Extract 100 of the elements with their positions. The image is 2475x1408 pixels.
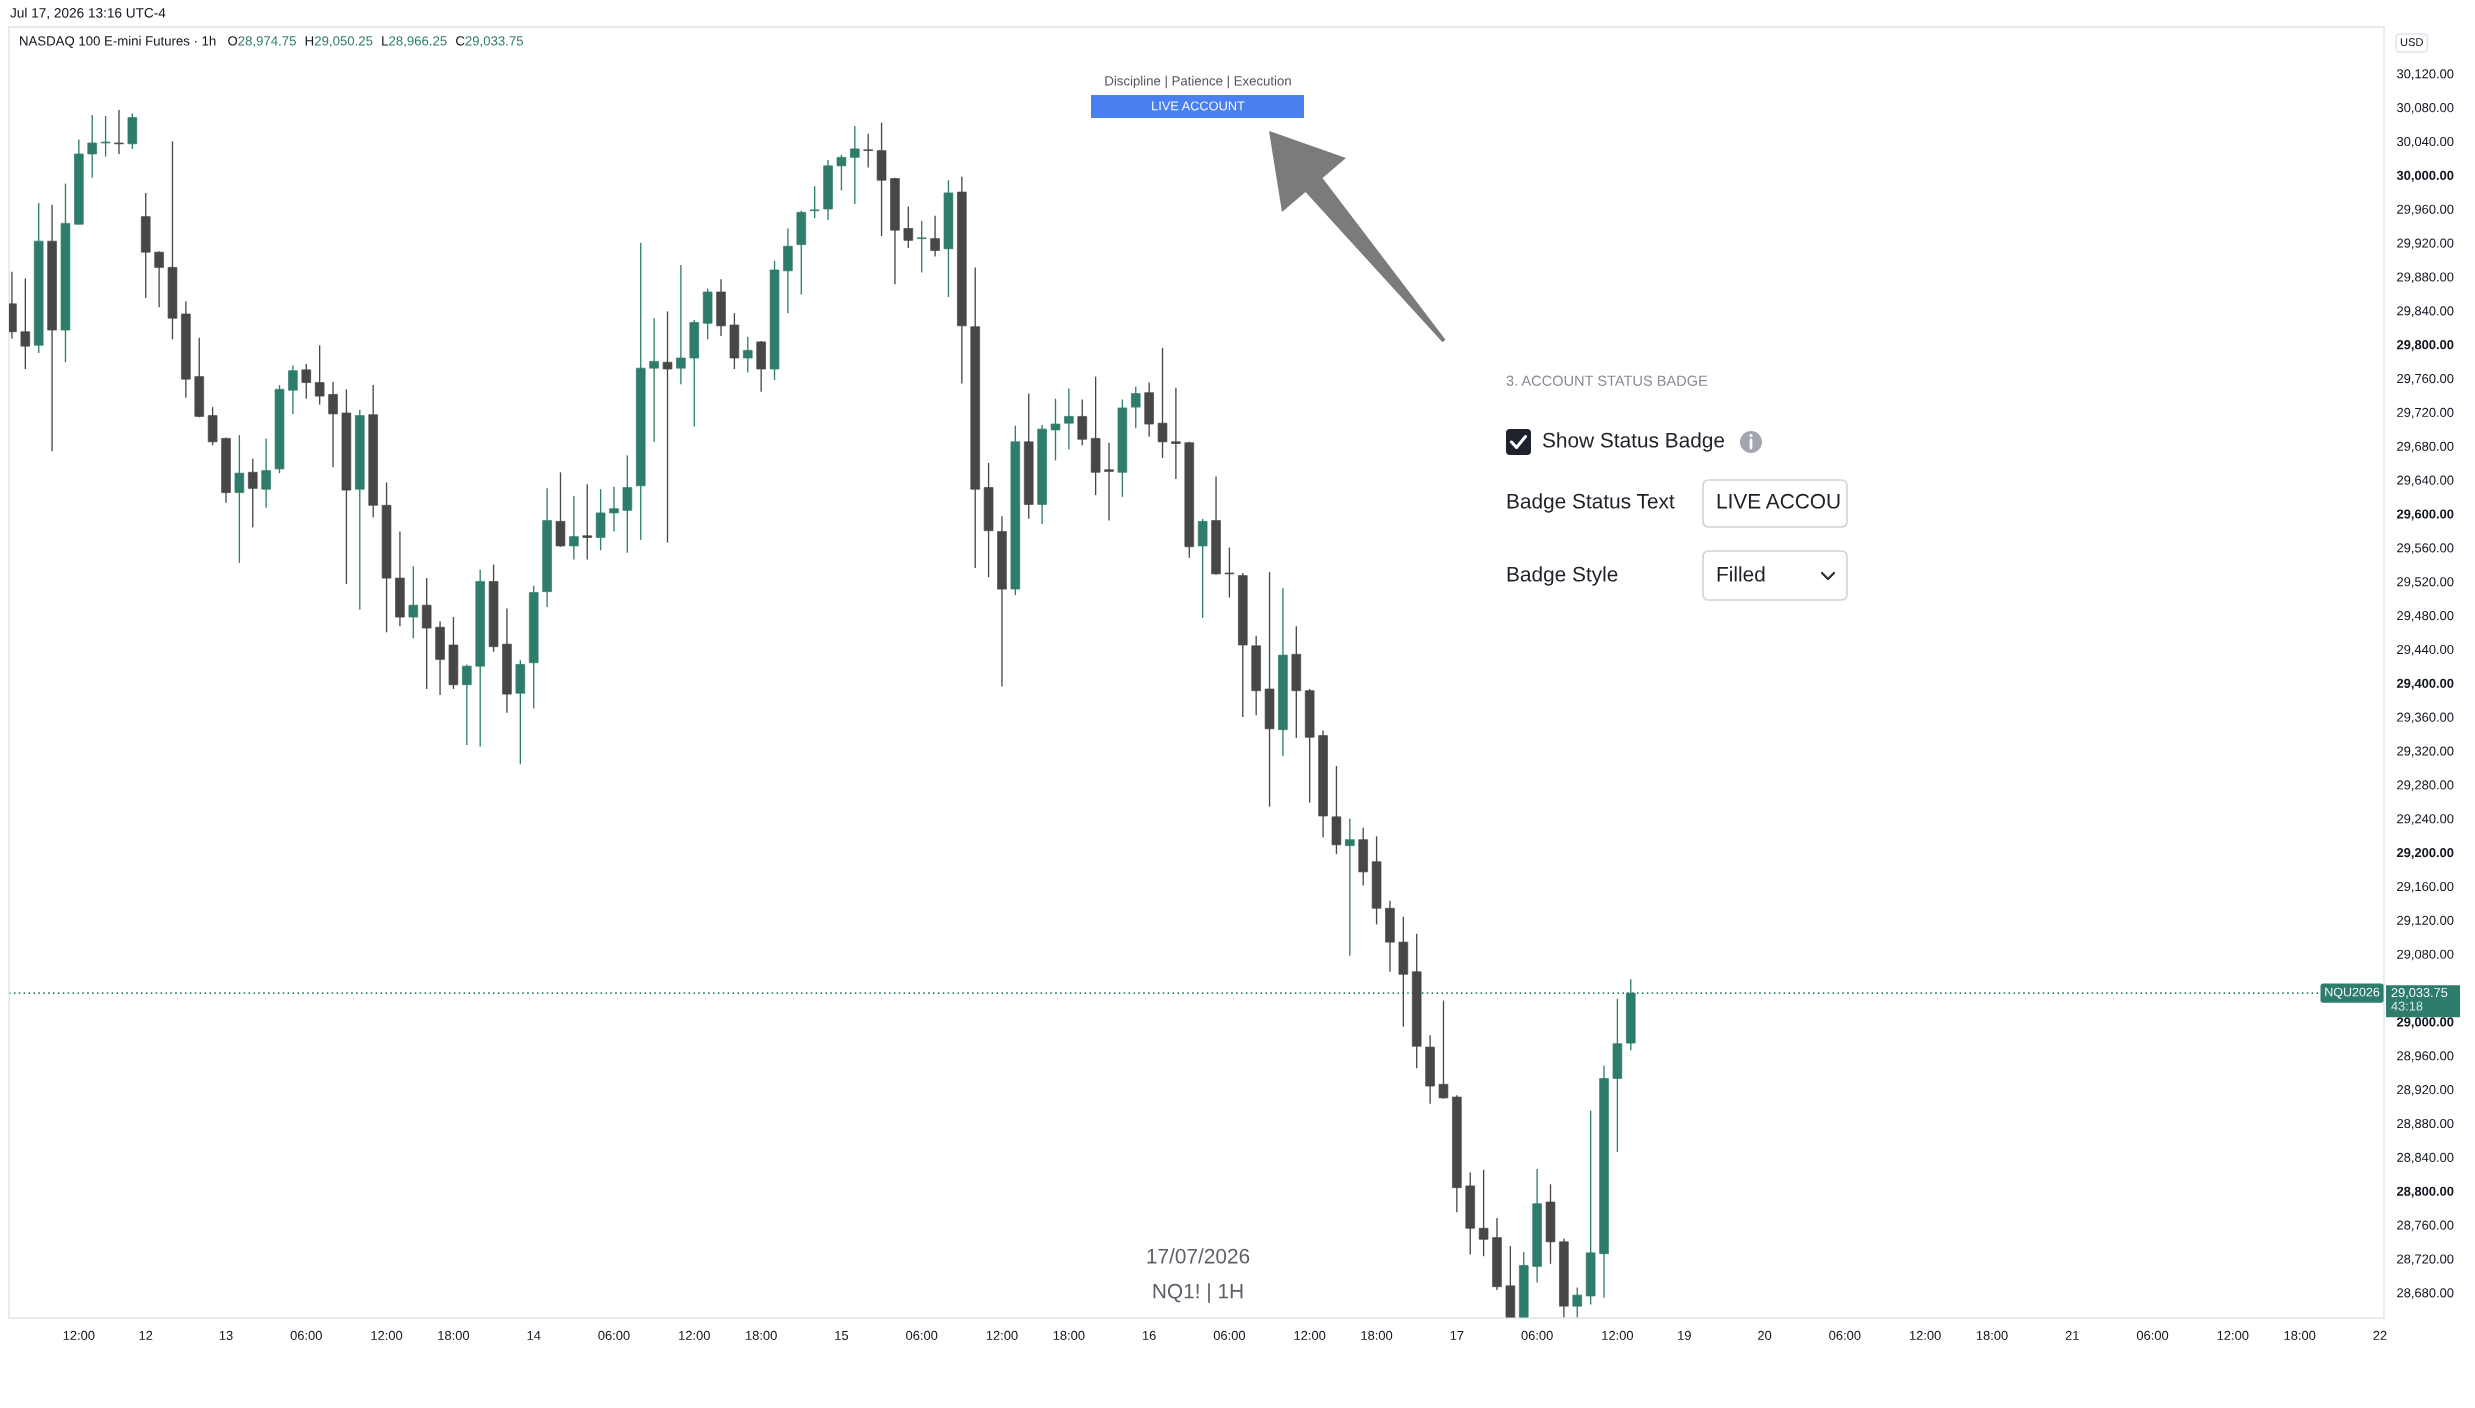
y-tick-label: 30,080.00 (2396, 103, 2454, 114)
candlestick (743, 336, 753, 374)
y-tick-label: 28,960.00 (2397, 1051, 2454, 1062)
candlestick (836, 154, 847, 192)
candlestick (1157, 347, 1168, 459)
annotation: O28,974.75 (228, 36, 296, 48)
x-tick-label: 18:00 (1976, 1330, 2008, 1340)
y-tick-label: 29,480.00 (2397, 611, 2454, 622)
candlestick (100, 115, 111, 158)
x-tick-label: 22 (2373, 1330, 2387, 1340)
candlestick (314, 344, 325, 406)
x-tick-label: 18:00 (2284, 1330, 2316, 1340)
x-tick-label: 13 (219, 1330, 233, 1340)
y-tick-label: 29,160.00 (2397, 881, 2454, 893)
x-tick-label: 06:00 (1521, 1330, 1553, 1340)
x-tick-label: 12:00 (63, 1330, 95, 1340)
candlestick (809, 185, 820, 219)
x-tick-label: 14 (527, 1330, 541, 1340)
candlestick (863, 133, 873, 169)
candlestick (582, 483, 592, 561)
text: 29,033.75 (2391, 988, 2448, 999)
candlestick (421, 577, 432, 690)
candlestick (609, 486, 619, 533)
y-tick-label: 29,360.00 (2397, 712, 2454, 724)
y-tick-label: 29,400.00 (2396, 678, 2454, 690)
ref-line-label: NQU2026 (2325, 987, 2380, 999)
annotation: 17/07/2026 (1147, 1248, 1250, 1264)
y-tick-label: 28,760.00 (2397, 1220, 2454, 1232)
candlestick (1478, 1169, 1489, 1257)
x-tick-label: 06:00 (1213, 1330, 1246, 1340)
candlestick (301, 363, 312, 400)
annotation: 3. ACCOUNT STATUS BADGE (1506, 375, 1708, 386)
y-tick-label: 29,680.00 (2397, 441, 2454, 453)
y-tick-label: 29,880.00 (2397, 272, 2454, 284)
y-tick-label: 29,080.00 (2397, 949, 2454, 961)
x-tick-label: 18:00 (745, 1330, 777, 1340)
y-tick-label: 28,880.00 (2397, 1118, 2454, 1130)
x-tick-label: 06:00 (598, 1330, 630, 1340)
candlestick (1104, 442, 1114, 522)
candlestick (1131, 386, 1141, 429)
candlestick (462, 663, 472, 746)
candlestick (288, 364, 298, 415)
x-tick-label: 18:00 (438, 1330, 470, 1340)
x-tick-label: 06:00 (290, 1330, 322, 1340)
x-tick-label: 12:00 (1294, 1330, 1326, 1340)
candlestick (1064, 387, 1074, 451)
annotation: Discipline | Patience | Execution (1105, 75, 1291, 89)
candlestick (903, 205, 914, 249)
y-tick-label: 29,440.00 (2397, 644, 2454, 656)
text: NASDAQ 100 E-mini Futures · 1h (20, 35, 216, 48)
y-tick-label: 29,320.00 (2397, 746, 2454, 758)
y-tick-label: 29,120.00 (2397, 915, 2454, 927)
x-tick-label: 21 (2065, 1330, 2079, 1340)
candlestick (676, 264, 686, 385)
y-tick-label: 30,040.00 (2396, 136, 2454, 148)
candlestick (1345, 817, 1355, 957)
x-tick-label: 12:00 (1602, 1330, 1634, 1340)
x-tick-label: 19 (1678, 1330, 1691, 1340)
x-tick-label: 06:00 (906, 1330, 938, 1340)
text: USD (2400, 38, 2423, 46)
annotation: H29,050.25 (305, 36, 373, 48)
x-tick-label: 12 (139, 1330, 153, 1340)
y-tick-label: 29,840.00 (2397, 306, 2454, 317)
y-tick-label: 29,240.00 (2397, 814, 2454, 825)
candlestick (916, 220, 927, 274)
candlestick (662, 310, 673, 544)
annotation: Badge Style (1507, 566, 1618, 586)
candlestick (1572, 1286, 1583, 1318)
text: 43:18 (2391, 1001, 2423, 1011)
annotation: L28,966.25 (382, 36, 447, 48)
y-tick-label: 30,000.00 (2396, 170, 2454, 182)
y-tick-label: 30,120.00 (2396, 69, 2454, 80)
candlestick (1050, 397, 1061, 462)
y-tick-label: 29,640.00 (2397, 475, 2454, 487)
y-tick-label: 28,840.00 (2397, 1152, 2454, 1164)
candlestick (114, 109, 124, 155)
candlestick (930, 215, 940, 258)
annotation: Filled (1717, 566, 1765, 582)
y-tick-label: 28,800.00 (2396, 1186, 2454, 1198)
candlestick (649, 317, 659, 443)
candlestick (569, 495, 579, 561)
y-tick-label: 29,920.00 (2397, 238, 2454, 250)
x-tick-label: 06:00 (2136, 1330, 2169, 1340)
x-tick-label: 20 (1758, 1330, 1772, 1340)
candlestick (1171, 386, 1181, 480)
y-tick-label: 29,800.00 (2396, 340, 2454, 352)
candlestick (87, 114, 97, 179)
x-tick-label: 18:00 (1361, 1330, 1393, 1340)
candlestick (622, 454, 633, 554)
candlestick (154, 250, 164, 308)
candlestick (261, 437, 271, 509)
x-tick-label: 12:00 (1909, 1330, 1941, 1340)
candlestick (20, 277, 31, 370)
y-tick-label: 29,600.00 (2396, 509, 2454, 521)
candlestick (248, 458, 258, 528)
annotation: LIVE ACCOU (1717, 493, 1840, 509)
candlestick (328, 381, 338, 468)
annotation: C29,033.75 (456, 36, 524, 48)
y-tick-label: 28,920.00 (2397, 1085, 2454, 1096)
y-tick-label: 28,720.00 (2397, 1254, 2454, 1266)
